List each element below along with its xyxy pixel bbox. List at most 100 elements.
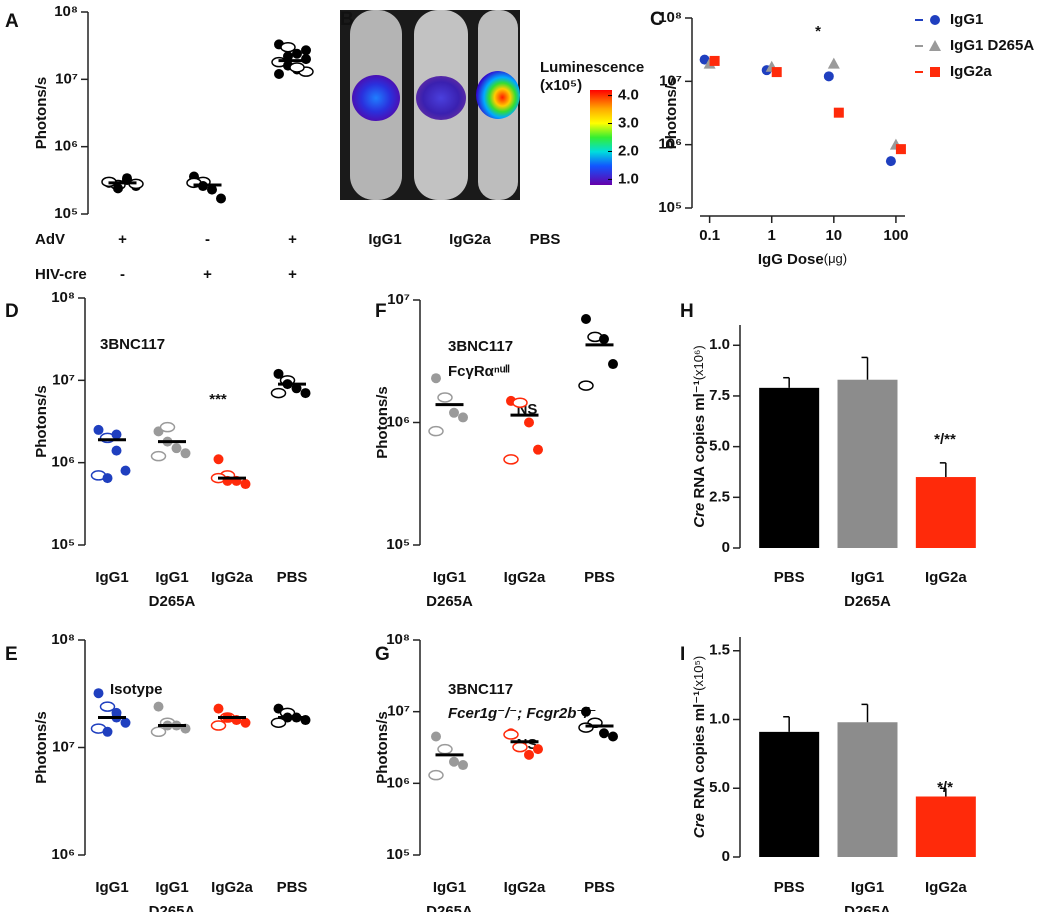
y-axis-label: Photons/s: [33, 385, 50, 458]
data-point: [428, 769, 444, 781]
annotation: */*: [937, 779, 953, 796]
y-tick-label: 10⁷: [52, 371, 75, 388]
x-tick-label: IgG2a: [504, 879, 546, 896]
data-point: [512, 741, 528, 753]
y-axis-label: Cre RNA copies ml⁻¹(x10⁵): [691, 656, 708, 838]
data-point: [428, 425, 444, 437]
x-tick-label: IgG2a: [504, 569, 546, 586]
data-point: [608, 359, 618, 370]
x-tick-label: IgG1: [851, 879, 884, 896]
annotation: *: [815, 23, 821, 40]
y-tick-label: 10⁶: [386, 413, 410, 430]
colorbar-title: (x10⁵): [540, 77, 582, 94]
condition-value: +: [203, 266, 212, 283]
data-point: [102, 473, 113, 484]
panel-letter: A: [5, 11, 19, 32]
data-point: [274, 69, 284, 80]
y-axis-label-part: RNA copies ml⁻¹: [691, 380, 708, 502]
x-axis-unit: (μg): [824, 251, 847, 266]
data-point: [113, 183, 123, 194]
mouse-image: [340, 10, 612, 200]
data-point: [93, 424, 104, 435]
bar: [915, 796, 976, 857]
data-point: [153, 701, 164, 712]
data-point: [581, 313, 591, 324]
image-label: PBS: [530, 231, 561, 248]
data-point: [512, 397, 528, 408]
legend-marker: [930, 67, 940, 77]
panel-letter: G: [375, 644, 390, 665]
x-tick-label: PBS: [774, 569, 805, 586]
image-label: IgG1: [368, 231, 401, 248]
condition-label: AdV: [35, 231, 65, 248]
data-point: [431, 373, 441, 384]
legend-label: IgG1 D265A: [950, 37, 1034, 54]
y-axis-label-part: Cre: [691, 503, 708, 528]
legend-label: IgG2a: [950, 63, 992, 80]
y-tick-label: 10⁵: [54, 205, 78, 222]
y-axis-label: Cre RNA copies ml⁻¹(x10⁶): [691, 345, 708, 527]
data-point: [180, 448, 191, 459]
x-tick-label: IgG1: [433, 569, 466, 586]
data-point: [150, 726, 167, 738]
x-tick-label: IgG2a: [925, 879, 967, 896]
data-point: [240, 717, 251, 728]
y-tick-label: 10⁸: [54, 3, 78, 20]
data-point: [533, 744, 543, 755]
data-point: [207, 184, 217, 195]
data-point: [300, 388, 311, 399]
y-tick-label: 5.0: [709, 779, 730, 796]
x-tick-label: PBS: [774, 879, 805, 896]
x-tick-label: IgG1: [155, 879, 188, 896]
y-tick-label: 10⁸: [658, 9, 682, 26]
data-point: [216, 193, 226, 204]
data-point: [524, 749, 534, 760]
legend-marker: [930, 15, 940, 25]
y-axis-label: Photons/s: [663, 77, 680, 150]
data-point: [159, 421, 176, 433]
data-point: [99, 701, 116, 712]
data-point: [93, 688, 104, 699]
y-tick-label: 10⁵: [51, 536, 75, 553]
x-tick-label: D265A: [426, 593, 473, 610]
data-point: [533, 444, 543, 455]
data-point: [503, 729, 519, 740]
x-tick-label: IgG2a: [211, 569, 253, 586]
chart-title: 3BNC117: [100, 336, 165, 353]
data-point: [301, 45, 311, 56]
condition-value: +: [118, 231, 127, 248]
y-tick-label: 1.0: [709, 336, 730, 353]
x-axis-label: IgG Dose(μg): [758, 251, 847, 268]
data-point: [292, 48, 302, 59]
x-tick-label: IgG1: [95, 569, 128, 586]
data-point: [699, 54, 710, 65]
data-point: [449, 756, 459, 767]
x-tick-label: PBS: [277, 569, 308, 586]
y-tick-label: 10⁵: [386, 536, 410, 553]
colorbar-tick-label: 2.0: [618, 142, 639, 159]
data-point: [150, 450, 167, 462]
y-tick-label: 10⁸: [51, 631, 75, 648]
y-axis-label: Photons/s: [374, 386, 391, 459]
data-point: [709, 55, 720, 66]
y-axis-unit: (x10⁶): [691, 345, 706, 380]
y-tick-label: 5.0: [709, 438, 730, 455]
y-tick-label: 2.5: [709, 488, 730, 505]
data-point: [280, 41, 296, 53]
data-point: [581, 706, 591, 717]
data-point: [431, 731, 441, 742]
data-point: [240, 479, 251, 490]
y-tick-label: 1.0: [709, 710, 730, 727]
y-tick-label: 10⁵: [658, 199, 682, 216]
condition-value: +: [288, 266, 297, 283]
image-label: IgG2a: [449, 231, 491, 248]
chart-title: 3BNC117: [448, 338, 513, 355]
condition-value: -: [205, 231, 210, 248]
data-point: [458, 412, 468, 423]
y-tick-label: 10⁶: [386, 774, 410, 791]
data-point: [283, 51, 293, 62]
data-point: [771, 67, 782, 78]
condition-value: +: [288, 231, 297, 248]
y-tick-label: 0: [722, 539, 730, 556]
annotation: ***: [209, 391, 227, 408]
